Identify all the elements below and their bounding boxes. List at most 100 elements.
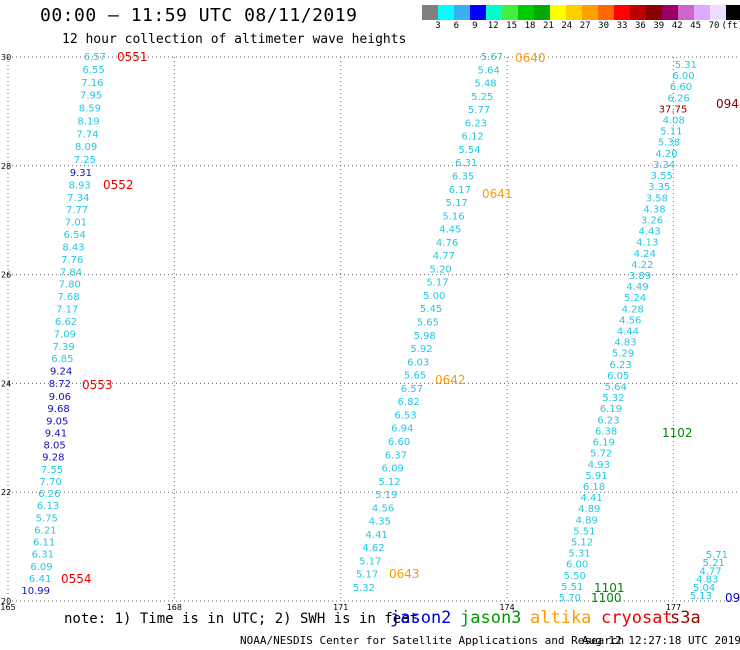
lon-tick-label: 168 [167, 603, 182, 612]
legend-jason2: jason2 [390, 608, 452, 628]
lat-tick-label: 26 [1, 271, 11, 280]
wave-height-value: 5.38 [658, 138, 680, 149]
wave-height-value: 4.41 [580, 493, 602, 504]
color-swatch [726, 5, 740, 20]
wave-height-value: 9.05 [46, 416, 68, 427]
color-scale-label: 27 [579, 21, 591, 31]
lon-tick-label: 171 [333, 603, 348, 612]
wave-height-value: 5.92 [410, 344, 432, 355]
wave-height-value: 5.65 [404, 371, 426, 382]
wave-height-value: 6.54 [64, 230, 86, 241]
pass-time-label: 1101 [594, 581, 625, 595]
color-swatch [518, 5, 534, 20]
wave-height-value: 5.17 [426, 278, 448, 289]
wave-height-value: 5.12 [571, 537, 593, 548]
wave-height-value: 6.82 [398, 397, 420, 408]
wave-height-value: 6.03 [407, 357, 429, 368]
wave-height-value: 7.80 [59, 280, 81, 291]
color-swatch [598, 5, 614, 20]
map-grid [7, 56, 740, 602]
pass-time-label: 0552 [103, 178, 134, 192]
wave-height-value: 6.23 [609, 360, 631, 371]
pass-time-label: 1102 [662, 426, 693, 440]
wave-height-value: 5.70 [559, 593, 581, 604]
wave-height-value: 5.16 [442, 211, 464, 222]
wave-height-value: 5.75 [36, 513, 58, 524]
wave-height-value: 8.19 [77, 116, 99, 127]
wave-height-value: 4.08 [663, 116, 685, 127]
wave-height-value: 6.31 [455, 158, 477, 169]
wave-height-value: 4.28 [622, 304, 644, 315]
wave-height-value: 5.51 [561, 582, 583, 593]
wave-height-value: 6.05 [607, 371, 629, 382]
color-scale-label: 70 [708, 21, 720, 31]
pass-time-label: 0641 [482, 187, 513, 201]
pass-time-label: 0640 [515, 51, 546, 65]
color-swatch [694, 5, 710, 20]
wave-height-value: 5.20 [430, 264, 452, 275]
map-title: 00:00 – 11:59 UTC 08/11/2019 [40, 5, 358, 26]
wave-height-value: 4.77 [699, 566, 721, 577]
wave-height-value: 5.65 [417, 318, 439, 329]
wave-height-value: 5.71 [706, 550, 728, 561]
color-swatch [422, 5, 438, 20]
color-swatch [614, 5, 630, 20]
wave-height-value: 6.12 [462, 132, 484, 143]
color-scale-label: 45 [690, 21, 702, 31]
wave-height-value: 6.17 [449, 185, 471, 196]
wave-height-value: 4.41 [366, 530, 388, 541]
wave-height-value: 5.17 [356, 570, 378, 581]
lat-tick-label: 24 [1, 379, 11, 388]
color-swatch [470, 5, 486, 20]
wave-height-value: 5.77 [468, 105, 490, 116]
pass-time-label: 0551 [117, 50, 148, 64]
color-swatch [438, 5, 454, 20]
wave-height-value: 9.68 [47, 404, 69, 415]
color-scale-label: 18 [524, 21, 536, 31]
color-scale-bar [422, 5, 740, 20]
wave-height-value: 6.41 [29, 574, 51, 585]
wave-height-value: 7.68 [57, 292, 79, 303]
wave-height-value: 5.91 [585, 471, 607, 482]
pass-labels: 0551 0552 0553 0554 0640 0641 0642 0643 1102 1101… [61, 50, 740, 605]
wave-height-value: 5.12 [378, 477, 400, 488]
pass-time-label: 0554 [61, 572, 92, 586]
color-scale-label: 39 [653, 21, 665, 31]
wave-height-value: 5.48 [474, 79, 496, 90]
lat-tick-label: 30 [1, 53, 11, 62]
wave-height-value: 8.59 [79, 104, 101, 115]
wave-height-value: 3.26 [641, 215, 663, 226]
wave-height-value: 9.06 [49, 392, 71, 403]
wave-height-value: 9.24 [50, 367, 72, 378]
wave-height-value: 4.22 [631, 260, 653, 271]
wave-height-value: 7.77 [66, 205, 88, 216]
wave-height-value: 6.13 [37, 501, 59, 512]
wave-height-value: 9.31 [70, 168, 92, 179]
color-scale-label: 9 [472, 21, 478, 31]
wave-height-value: 4.44 [617, 327, 639, 338]
color-swatch [486, 5, 502, 20]
wave-height-value: 4.77 [433, 251, 455, 262]
wave-height-value: 3.34 [653, 160, 675, 171]
pass-time-label: 0643 [389, 567, 420, 581]
pass-time-label: 09 [725, 591, 740, 605]
color-scale-label: 12 [487, 21, 499, 31]
wave-height-value: 4.89 [578, 504, 600, 515]
color-scale-label: (ft) [721, 21, 740, 31]
wave-height-value: 8.09 [75, 142, 97, 153]
color-swatch [566, 5, 582, 20]
lat-tick-label: 28 [1, 162, 11, 171]
color-scale-label: 6 [453, 21, 460, 31]
wave-height-value: 4.38 [643, 204, 665, 215]
wave-height-value: 4.83 [696, 575, 718, 586]
wave-height-value: 6.23 [465, 118, 487, 129]
wave-height-value: 7.09 [54, 329, 76, 340]
lon-tick-label: 177 [666, 603, 681, 612]
wave-height-value: 6.09 [30, 562, 52, 573]
wave-height-value: 7.74 [76, 129, 98, 140]
wave-height-value: 6.18 [583, 482, 605, 493]
wave-height-value: 9.28 [42, 453, 64, 464]
wave-height-value: 3.35 [648, 182, 670, 193]
wave-height-value: 7.16 [81, 78, 103, 89]
